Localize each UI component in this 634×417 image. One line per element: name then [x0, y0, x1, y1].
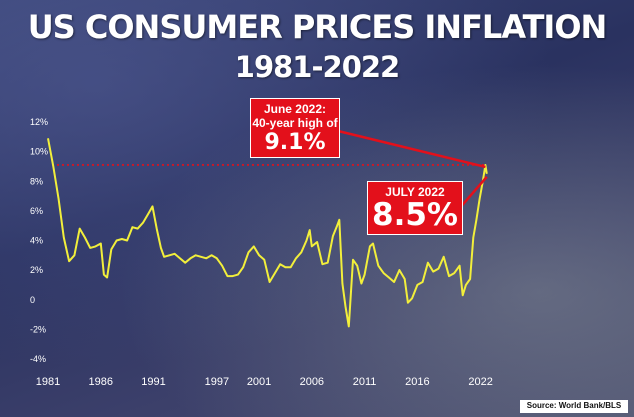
x-axis-ticks: 1981 1986 1991 1997 2001 2006 2011 2016 2022	[36, 376, 493, 388]
y-tick-label: 10%	[30, 147, 48, 157]
y-tick-label: -4%	[30, 354, 46, 364]
x-tick-label: 2001	[247, 376, 271, 388]
y-tick-label: 2%	[30, 265, 43, 275]
x-tick-label: 1997	[205, 376, 229, 388]
source-credit: Source: World Bank/BLS	[520, 400, 628, 413]
y-tick-label: 8%	[30, 176, 43, 186]
x-tick-label: 2022	[468, 376, 492, 388]
june-annotation-line2: 40-year high of	[252, 116, 338, 130]
june-annotation-value: 9.1%	[264, 130, 326, 155]
y-tick-label: -2%	[30, 324, 46, 334]
y-axis-ticks: 12% 10% 8% 6% 4% 2% 0 -2% -4%	[30, 117, 48, 364]
x-tick-label: 2016	[405, 376, 429, 388]
y-tick-label: 12%	[30, 117, 48, 127]
y-tick-label: 0	[30, 295, 35, 305]
x-tick-label: 2006	[300, 376, 324, 388]
y-tick-label: 6%	[30, 206, 43, 216]
page-subtitle: 1981-2022	[234, 50, 400, 84]
x-tick-label: 1986	[89, 376, 113, 388]
july-2022-annotation: JULY 2022 8.5%	[367, 181, 463, 235]
page-title: US CONSUMER PRICES INFLATION	[27, 8, 608, 46]
june-arrow	[333, 128, 486, 169]
june-2022-annotation: June 2022: 40-year high of 9.1%	[250, 98, 340, 158]
x-tick-label: 1981	[36, 376, 60, 388]
july-annotation-value: 8.5%	[372, 197, 458, 233]
july-annotation-label: JULY 2022	[385, 185, 445, 199]
plot-area	[47, 138, 488, 328]
inflation-series-line	[47, 138, 488, 328]
x-tick-label: 1991	[141, 376, 165, 388]
june-annotation-line1: June 2022:	[263, 102, 327, 116]
x-tick-label: 2011	[353, 376, 377, 388]
y-tick-label: 4%	[30, 236, 43, 246]
